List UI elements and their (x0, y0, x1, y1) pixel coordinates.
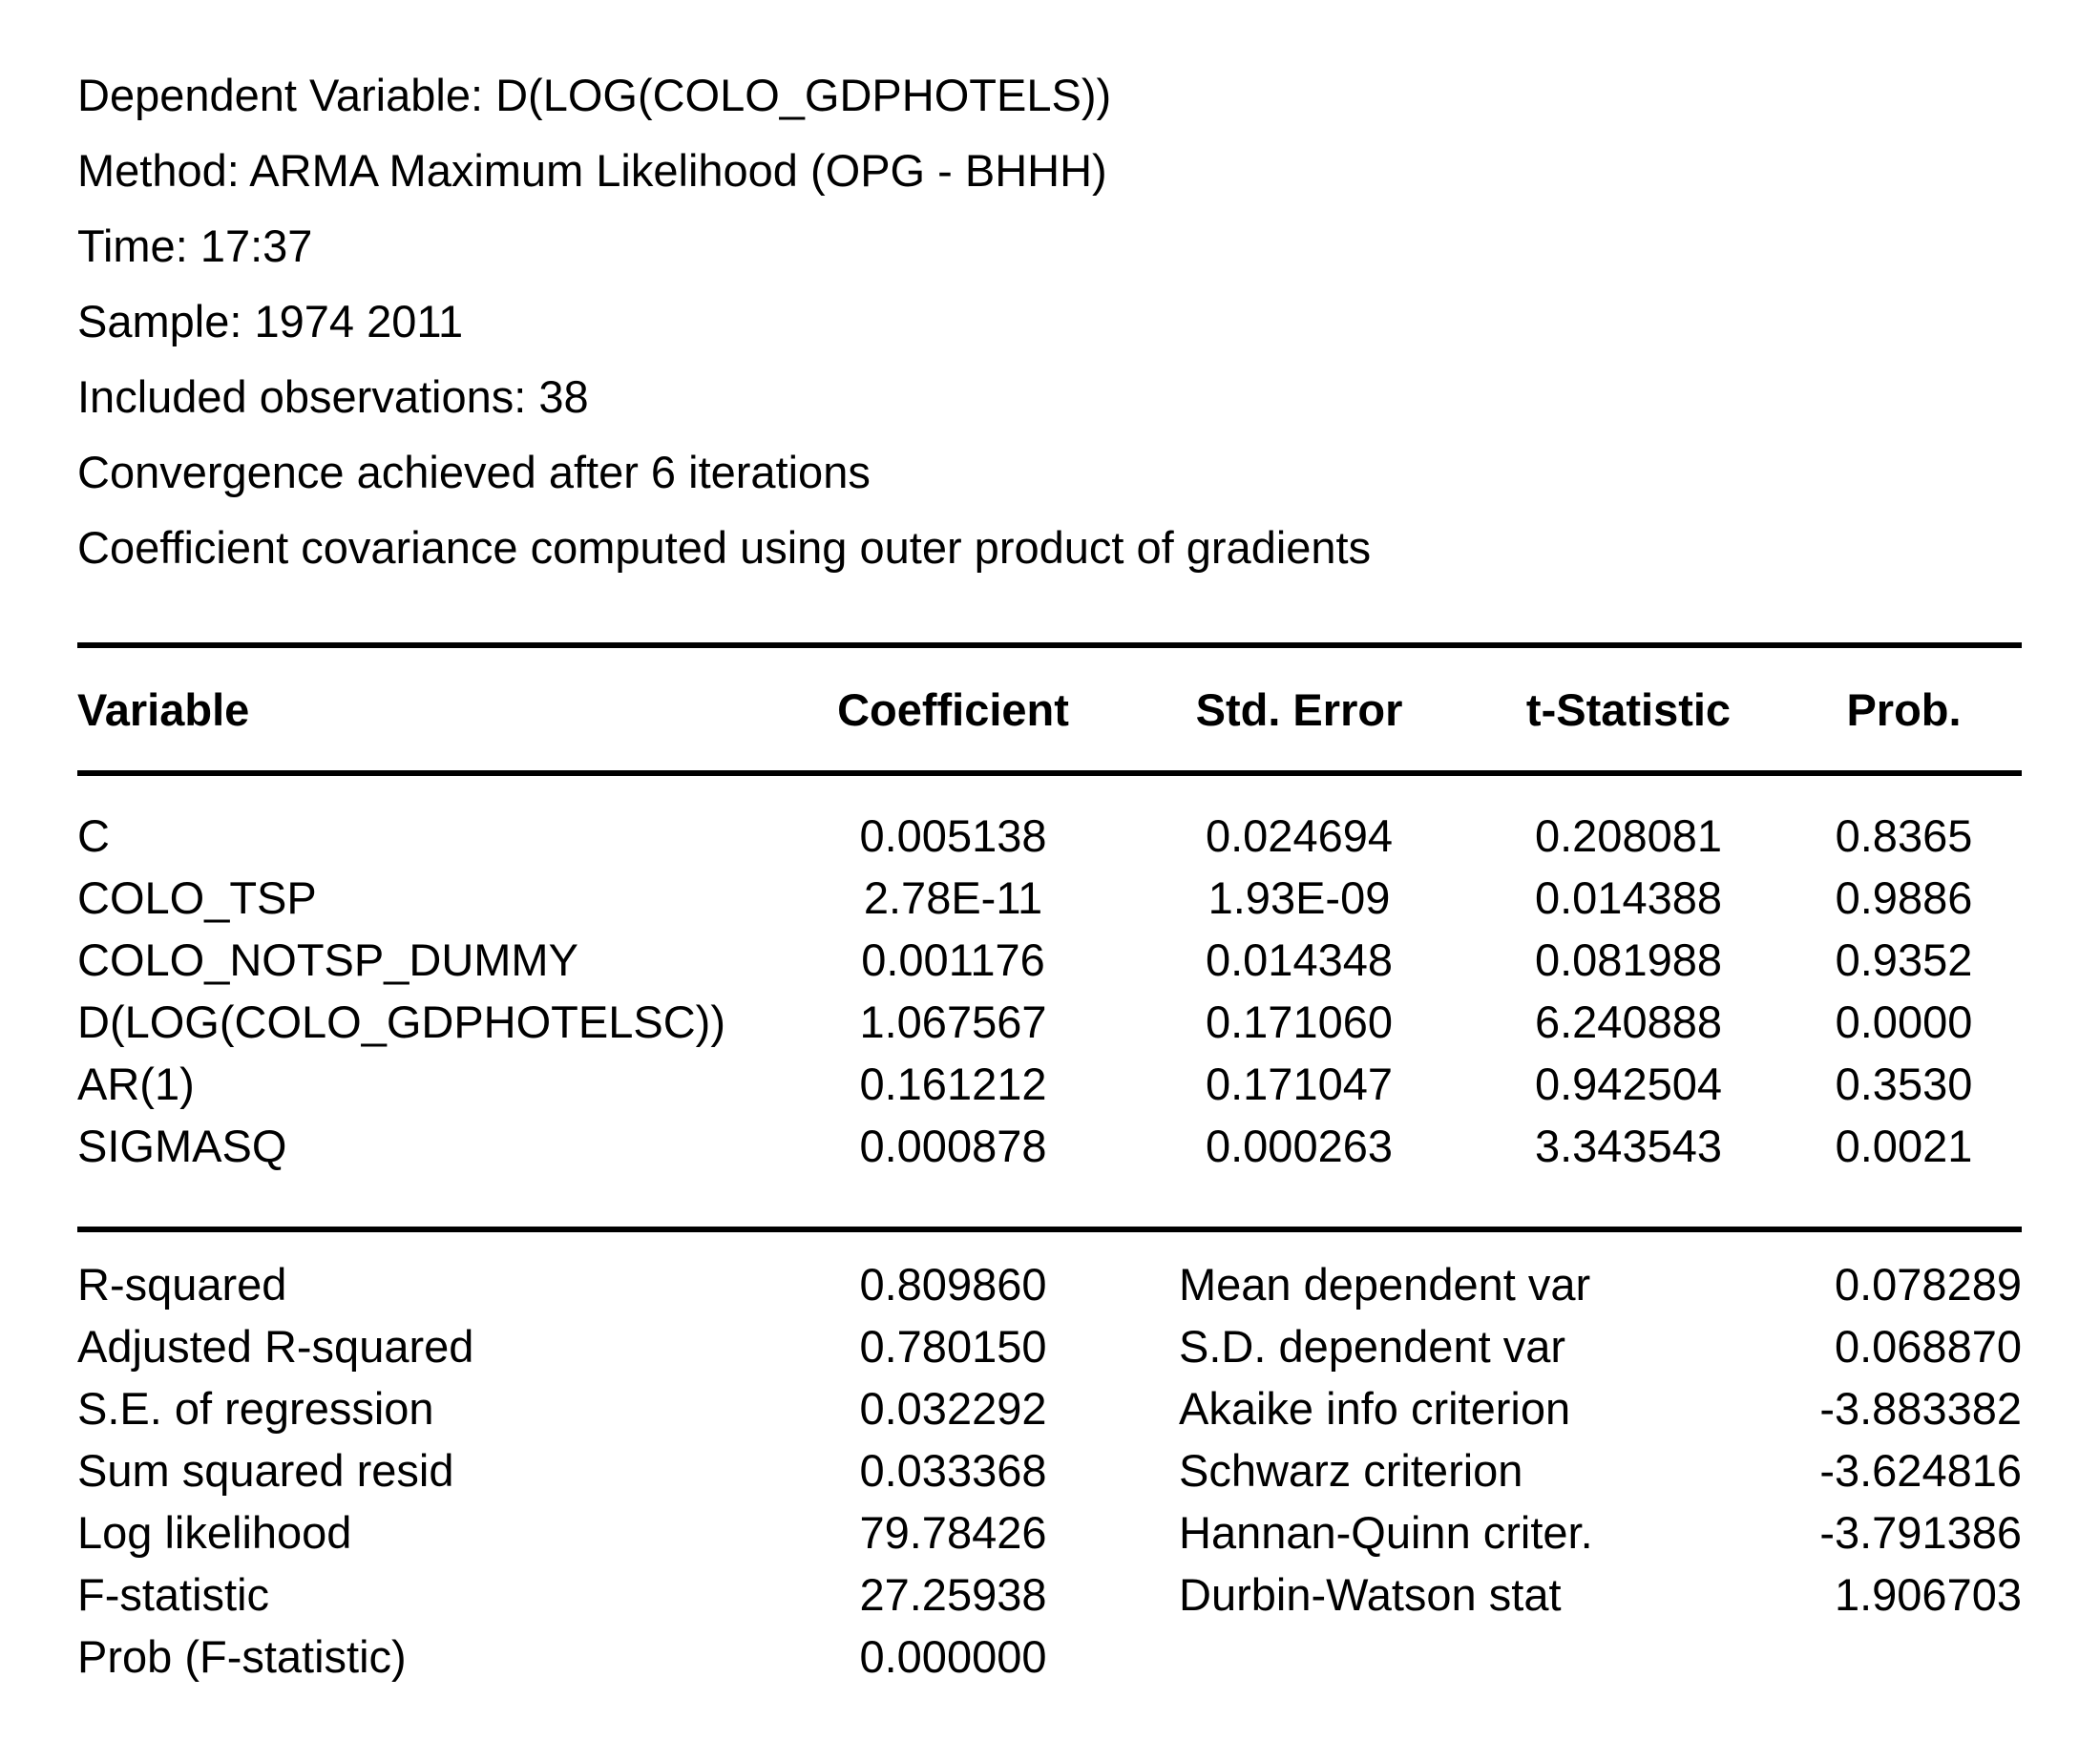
table-top-rule (77, 642, 2022, 648)
table-row: COLO_NOTSP_DUMMY 0.001176 0.014348 0.081… (77, 929, 2022, 991)
column-header-variable: Variable (77, 683, 250, 735)
regression-output: Dependent Variable: D(LOG(COLO_GDPHOTELS… (77, 57, 2022, 1688)
cell-prob: 0.9352 (1835, 934, 1973, 985)
cell-coefficient: 1.067567 (859, 996, 1047, 1047)
method-line: Method: ARMA Maximum Likelihood (OPG - B… (77, 145, 1107, 196)
stat-label: Adjusted R-squared (77, 1321, 474, 1372)
observations-line: Included observations: 38 (77, 371, 589, 422)
cell-coefficient: 2.78E-11 (863, 872, 1043, 923)
table-row: SIGMASQ 0.000878 0.000263 3.343543 0.002… (77, 1115, 2022, 1177)
sample-line: Sample: 1974 2011 (77, 296, 464, 346)
cell-std-error: 0.171060 (1205, 996, 1394, 1047)
cell-coefficient: 0.005138 (859, 810, 1047, 861)
stat-value: 27.25938 (859, 1569, 1047, 1620)
summary-stats-block: R-squared 0.809860 Mean dependent var 0.… (77, 1232, 2022, 1688)
time-line: Time: 17:37 (77, 220, 313, 271)
cell-prob: 0.0000 (1835, 996, 1973, 1047)
summary-row: Sum squared resid 0.033368 Schwarz crite… (77, 1439, 2022, 1501)
cell-variable: C (77, 810, 110, 861)
cell-t-statistic: 0.208081 (1534, 810, 1723, 861)
table-row: C 0.005138 0.024694 0.208081 0.8365 (77, 805, 2022, 867)
column-header-coefficient: Coefficient (837, 683, 1069, 735)
coef-table-header-row: Variable Coefficient Std. Error t-Statis… (77, 648, 2022, 770)
coef-table-body: C 0.005138 0.024694 0.208081 0.8365 COLO… (77, 776, 2022, 1177)
table-row: AR(1) 0.161212 0.171047 0.942504 0.3530 (77, 1053, 2022, 1115)
table-row: COLO_TSP 2.78E-11 1.93E-09 0.014388 0.98… (77, 867, 2022, 929)
cell-prob: 0.0021 (1835, 1121, 1973, 1171)
covariance-line: Coefficient covariance computed using ou… (77, 522, 1372, 573)
stat-label: S.E. of regression (77, 1383, 434, 1434)
stat-value: 1.906703 (1834, 1569, 2022, 1620)
stat-value: 0.068870 (1834, 1321, 2022, 1372)
cell-t-statistic: 0.081988 (1534, 934, 1723, 985)
stat-label: R-squared (77, 1259, 287, 1310)
stat-label: F-statistic (77, 1569, 270, 1620)
stat-label: Hannan-Quinn criter. (1179, 1507, 1593, 1558)
stat-label: S.D. dependent var (1179, 1321, 1565, 1372)
cell-t-statistic: 0.014388 (1534, 872, 1723, 923)
cell-std-error: 0.171047 (1205, 1059, 1394, 1109)
cell-prob: 0.9886 (1835, 872, 1973, 923)
cell-std-error: 0.014348 (1205, 934, 1394, 985)
cell-variable: SIGMASQ (77, 1121, 287, 1171)
stat-label: Durbin-Watson stat (1179, 1569, 1562, 1620)
stat-value: 0.033368 (859, 1445, 1047, 1496)
cell-variable: D(LOG(COLO_GDPHOTELSC)) (77, 996, 725, 1047)
stat-value: 0.032292 (859, 1383, 1047, 1434)
stat-value: -3.624816 (1819, 1445, 2022, 1496)
summary-row: S.E. of regression 0.032292 Akaike info … (77, 1377, 2022, 1439)
cell-t-statistic: 3.343543 (1534, 1121, 1723, 1171)
convergence-line: Convergence achieved after 6 iterations (77, 447, 871, 497)
summary-row: Adjusted R-squared 0.780150 S.D. depende… (77, 1315, 2022, 1377)
cell-prob: 0.8365 (1835, 810, 1973, 861)
cell-std-error: 1.93E-09 (1208, 872, 1391, 923)
cell-t-statistic: 6.240888 (1534, 996, 1723, 1047)
column-header-std-error: Std. Error (1195, 683, 1403, 735)
model-info-block: Dependent Variable: D(LOG(COLO_GDPHOTELS… (77, 57, 2022, 585)
dependent-variable-line: Dependent Variable: D(LOG(COLO_GDPHOTELS… (77, 70, 1112, 120)
cell-coefficient: 0.000878 (859, 1121, 1047, 1171)
stat-value: 0.078289 (1834, 1259, 2022, 1310)
column-header-prob: Prob. (1846, 683, 1962, 735)
stat-value: -3.791386 (1819, 1507, 2022, 1558)
table-header-rule (77, 770, 2022, 776)
summary-row: R-squared 0.809860 Mean dependent var 0.… (77, 1253, 2022, 1315)
cell-coefficient: 0.001176 (861, 934, 1045, 985)
cell-prob: 0.3530 (1835, 1059, 1973, 1109)
stat-value: 0.780150 (859, 1321, 1047, 1372)
cell-t-statistic: 0.942504 (1534, 1059, 1723, 1109)
stat-value: -3.883382 (1819, 1383, 2022, 1434)
summary-row: F-statistic 27.25938 Durbin-Watson stat … (77, 1563, 2022, 1626)
stat-label: Schwarz criterion (1179, 1445, 1523, 1496)
summary-row: Log likelihood 79.78426 Hannan-Quinn cri… (77, 1501, 2022, 1563)
cell-std-error: 0.024694 (1205, 810, 1394, 861)
column-header-t-statistic: t-Statistic (1525, 683, 1732, 735)
stat-label: Sum squared resid (77, 1445, 454, 1496)
cell-variable: COLO_NOTSP_DUMMY (77, 934, 578, 985)
stat-value: 0.809860 (859, 1259, 1047, 1310)
cell-std-error: 0.000263 (1205, 1121, 1394, 1171)
cell-coefficient: 0.161212 (859, 1059, 1047, 1109)
stat-value: 0.000000 (859, 1631, 1047, 1682)
stat-label: Prob (F-statistic) (77, 1631, 407, 1682)
summary-top-rule (77, 1227, 2022, 1232)
stat-label: Mean dependent var (1179, 1259, 1591, 1310)
cell-variable: AR(1) (77, 1059, 195, 1109)
stat-label: Akaike info criterion (1179, 1383, 1571, 1434)
summary-row: Prob (F-statistic) 0.000000 (77, 1626, 2022, 1688)
cell-variable: COLO_TSP (77, 872, 317, 923)
stat-value: 79.78426 (859, 1507, 1047, 1558)
table-row: D(LOG(COLO_GDPHOTELSC)) 1.067567 0.17106… (77, 991, 2022, 1053)
stat-label: Log likelihood (77, 1507, 352, 1558)
